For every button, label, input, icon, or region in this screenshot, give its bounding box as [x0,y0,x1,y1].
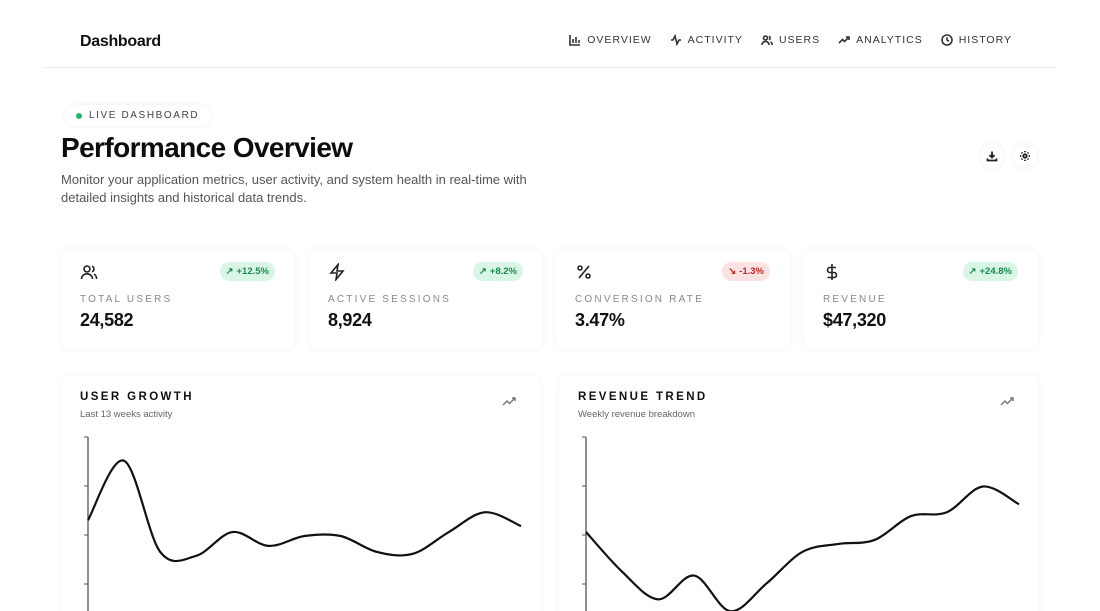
nav-label: USERS [778,34,821,46]
series-line [87,459,522,563]
chart-card-revenue-trend: REVENUE TREND Weekly revenue breakdown [559,375,1038,611]
chart-trend-button[interactable] [502,395,516,409]
settings-icon [1020,151,1030,161]
stat-label: CONVERSION RATE [575,294,704,305]
change-badge: ↗ +24.8% [962,262,1018,281]
trend-up-icon: ↗ [225,266,234,277]
live-badge-label: LIVE DASHBOARD [89,110,200,121]
live-indicator-dot [76,112,82,119]
change-badge: ↘ -1.3% [722,262,770,281]
series-line [585,485,1020,611]
change-value: +24.8% [979,266,1013,277]
trend-up-icon: ↗ [968,266,977,277]
chart-subtitle: Weekly revenue breakdown [578,409,696,420]
chart-title: REVENUE TREND [578,391,708,403]
trending-up-icon [838,36,850,44]
stat-card-revenue: ↗ +24.8% REVENUE $47,320 [804,249,1038,349]
chart-trend-button[interactable] [1000,395,1014,409]
zap-icon [329,261,345,283]
dollar-icon [826,264,838,280]
change-value: -1.3% [739,266,764,277]
chart-title: USER GROWTH [80,391,194,403]
page-title: Performance Overview [61,132,353,163]
trend-up-icon: ↗ [478,266,487,277]
revenue-trend-chart [582,436,1020,611]
nav-label: ACTIVITY [687,34,743,46]
main-nav: OVERVIEW ACTIVITY USERS ANALYTICS HISTOR… [569,34,1012,46]
users-icon [761,35,773,46]
stat-value: 24,582 [80,310,134,330]
change-badge: ↗ +8.2% [472,262,523,281]
change-value: +12.5% [236,266,270,277]
activity-icon [670,34,681,46]
user-growth-chart [84,436,522,611]
stat-label: TOTAL USERS [80,294,173,305]
nav-item-users[interactable]: USERS [761,34,820,46]
brand-title[interactable]: Dashboard [80,33,161,50]
page-subtitle: Monitor your application metrics, user a… [61,172,527,205]
bar-chart-icon [569,35,581,46]
nav-item-analytics[interactable]: ANALYTICS [838,34,923,46]
stat-label: ACTIVE SESSIONS [328,294,452,305]
nav-item-activity[interactable]: ACTIVITY [670,34,743,46]
live-status-badge: LIVE DASHBOARD [64,105,212,126]
stat-card-active-sessions: ↗ +8.2% ACTIVE SESSIONS 8,924 [309,249,543,349]
trending-up-icon [1000,397,1014,406]
stat-card-total-users: ↗ +12.5% TOTAL USERS 24,582 [61,249,295,349]
trending-up-icon [502,397,516,406]
users-icon [80,265,98,280]
chart-subtitle: Last 13 weeks activity [80,409,173,420]
stat-value: 8,924 [328,310,372,330]
clock-icon [940,34,953,46]
nav-label: OVERVIEW [587,34,652,46]
chart-card-user-growth: USER GROWTH Last 13 weeks activity [61,375,540,611]
stat-label: REVENUE [823,294,887,305]
nav-item-overview[interactable]: OVERVIEW [569,34,651,46]
nav-label: HISTORY [958,34,1012,46]
trend-down-icon: ↘ [728,266,737,277]
download-icon [986,151,998,162]
download-button[interactable] [980,144,1004,168]
nav-item-history[interactable]: HISTORY [940,34,1012,46]
stat-value: $47,320 [823,310,886,330]
top-navigation-bar: Dashboard OVERVIEW ACTIVITY USERS ANALYT… [44,0,1056,68]
stat-value: 3.47% [575,310,625,330]
nav-label: ANALYTICS [856,34,923,46]
change-badge: ↗ +12.5% [219,262,275,281]
percent-icon [577,265,591,279]
stat-card-conversion-rate: ↘ -1.3% CONVERSION RATE 3.47% [556,249,790,349]
change-value: +8.2% [489,266,517,277]
settings-button[interactable] [1013,144,1037,168]
